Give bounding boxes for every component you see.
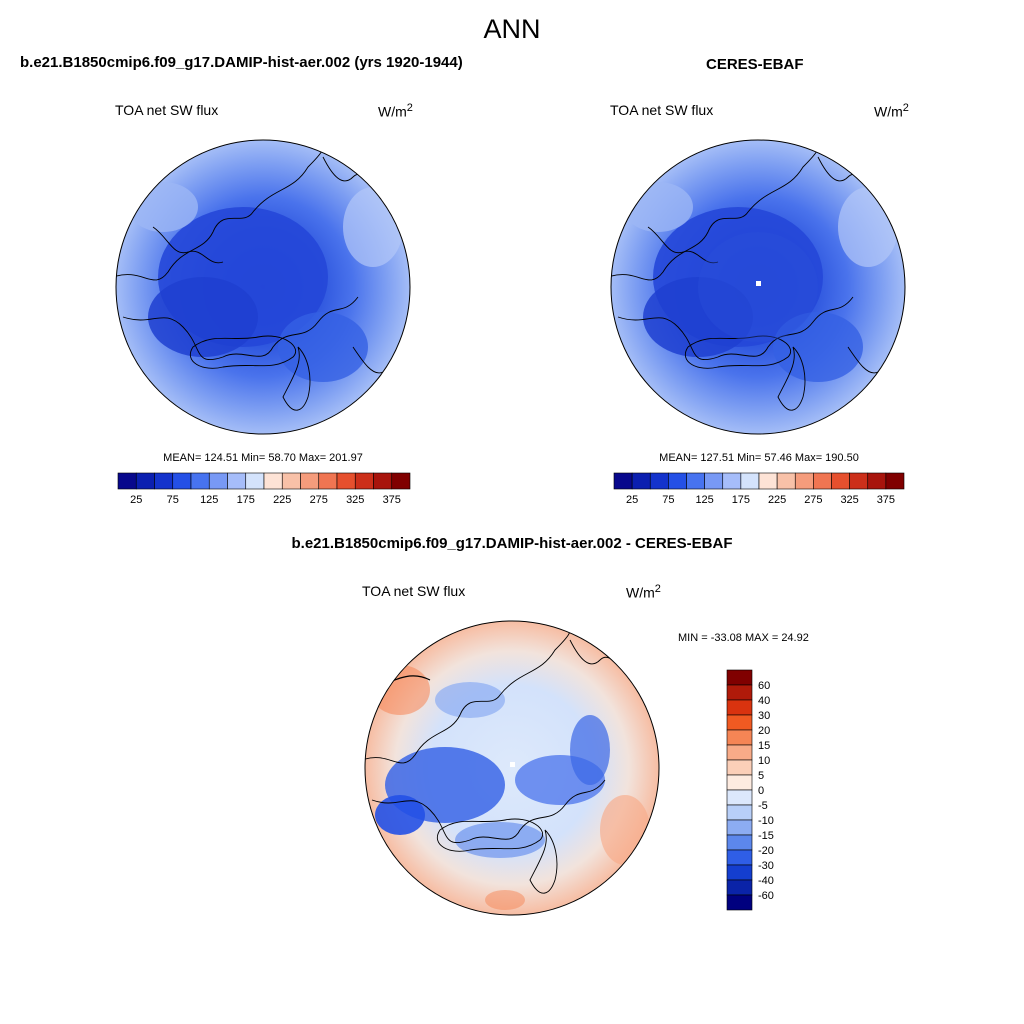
colorbar-tick-label: 15: [758, 740, 770, 752]
colorbar-swatch: [391, 472, 411, 490]
colorbar-swatch: [726, 729, 753, 746]
colorbar-swatch: [726, 684, 753, 701]
colorbar-swatch: [336, 472, 356, 490]
colorbar-tick-label: 30: [758, 710, 770, 722]
colorbar-swatch: [726, 864, 753, 881]
colorbar-tick-label: 5: [758, 770, 764, 782]
panel-1-title: b.e21.B1850cmip6.f09_g17.DAMIP-hist-aer.…: [20, 54, 463, 71]
colorbar-swatch: [831, 472, 850, 490]
colorbar-swatch: [281, 472, 301, 490]
panel-3-units: W/m2: [626, 583, 661, 601]
panel-1-units: W/m2: [378, 102, 413, 120]
colorbar-tick-label: -20: [758, 845, 774, 857]
panel-3-title: b.e21.B1850cmip6.f09_g17.DAMIP-hist-aer.…: [291, 535, 733, 552]
colorbar-tick-label: 375: [383, 494, 401, 506]
colorbar-tick-label: 125: [200, 494, 218, 506]
colorbar-swatch: [726, 834, 753, 851]
colorbar-swatch: [227, 472, 247, 490]
colorbar-swatch: [813, 472, 832, 490]
colorbar-tick-label: 60: [758, 680, 770, 692]
colorbar-swatch: [726, 789, 753, 806]
panel-2-map: [610, 139, 906, 435]
colorbar-tick-label: 175: [732, 494, 750, 506]
colorbar-tick-label: 225: [273, 494, 291, 506]
panel-1-map: [115, 139, 411, 435]
colorbar-swatch: [686, 472, 705, 490]
panel-2-title: CERES-EBAF: [706, 56, 804, 73]
panel-1-variable: TOA net SW flux: [115, 102, 219, 118]
colorbar-tick-label: 10: [758, 755, 770, 767]
colorbar-swatch: [263, 472, 283, 490]
colorbar-swatch: [245, 472, 265, 490]
colorbar-swatch: [631, 472, 651, 490]
colorbar-swatch: [190, 472, 210, 490]
panel-3-stats: MIN = -33.08 MAX = 24.92: [678, 632, 809, 644]
colorbar-tick-label: -15: [758, 830, 774, 842]
colorbar-swatch: [849, 472, 869, 490]
colorbar-tick-label: -60: [758, 890, 774, 902]
colorbar-swatch: [726, 879, 753, 896]
colorbar-tick-label: 275: [310, 494, 328, 506]
colorbar-swatch: [794, 472, 814, 490]
panel-2-stats: MEAN= 127.51 Min= 57.46 Max= 190.50: [659, 452, 859, 464]
panel-2-colorbar: 25 75 125 175 225 275 325 375: [613, 472, 905, 506]
colorbar-swatch: [354, 472, 374, 490]
colorbar-swatch: [117, 472, 137, 490]
colorbar-swatch: [726, 699, 753, 716]
colorbar-tick-label: -40: [758, 875, 774, 887]
colorbar-swatch: [318, 472, 338, 490]
colorbar-tick-label: 75: [167, 494, 179, 506]
colorbar-tick-label: -30: [758, 860, 774, 872]
colorbar-swatch: [740, 472, 760, 490]
colorbar-tick-label: 225: [768, 494, 786, 506]
colorbar-tick-label: 25: [626, 494, 638, 506]
colorbar-tick-label: 175: [237, 494, 255, 506]
colorbar-swatch: [172, 472, 192, 490]
panel-2-variable: TOA net SW flux: [610, 102, 714, 118]
colorbar-swatch: [135, 472, 155, 490]
panel-1-stats: MEAN= 124.51 Min= 58.70 Max= 201.97: [163, 452, 363, 464]
colorbar-swatch: [726, 849, 753, 866]
colorbar-swatch: [649, 472, 669, 490]
panel-2-units: W/m2: [874, 102, 909, 120]
colorbar-tick-label: -10: [758, 815, 774, 827]
colorbar-swatch: [726, 744, 753, 761]
colorbar-tick-label: 20: [758, 725, 770, 737]
colorbar-swatch: [704, 472, 724, 490]
colorbar-swatch: [726, 669, 753, 686]
colorbar-tick-label: 125: [695, 494, 713, 506]
colorbar-swatch: [867, 472, 887, 490]
colorbar-swatch: [758, 472, 778, 490]
colorbar-tick-label: 325: [346, 494, 364, 506]
panel-3-map: [364, 620, 660, 916]
colorbar-tick-label: 0: [758, 785, 764, 797]
panel-3-variable: TOA net SW flux: [362, 583, 466, 599]
colorbar-swatch: [726, 759, 753, 776]
colorbar-tick-label: 25: [130, 494, 142, 506]
colorbar-swatch: [373, 472, 393, 490]
colorbar-swatch: [726, 804, 753, 821]
colorbar-swatch: [726, 714, 753, 731]
colorbar-swatch: [613, 472, 633, 490]
panel-3-colorbar: 60 40 30 20 15 10 5 0 -5 -10 -15 -20 -30 -40 -60: [726, 669, 774, 911]
colorbar-swatch: [208, 472, 228, 490]
colorbar-tick-label: 325: [840, 494, 858, 506]
colorbar-swatch: [300, 472, 320, 490]
colorbar-tick-label: 40: [758, 695, 770, 707]
colorbar-swatch: [726, 819, 753, 836]
colorbar-tick-label: 75: [662, 494, 674, 506]
colorbar-swatch: [726, 774, 753, 791]
figure-title: ANN: [483, 14, 541, 44]
colorbar-swatch: [776, 472, 796, 490]
colorbar-swatch: [726, 894, 753, 911]
colorbar-tick-label: -5: [758, 800, 768, 812]
panel-1-colorbar: 25 75 125 175 225 275 325 375: [117, 472, 411, 506]
colorbar-swatch: [885, 472, 905, 490]
colorbar-swatch: [154, 472, 174, 490]
colorbar-swatch: [722, 472, 742, 490]
colorbar-swatch: [668, 472, 687, 490]
colorbar-tick-label: 275: [804, 494, 822, 506]
colorbar-tick-label: 375: [877, 494, 895, 506]
